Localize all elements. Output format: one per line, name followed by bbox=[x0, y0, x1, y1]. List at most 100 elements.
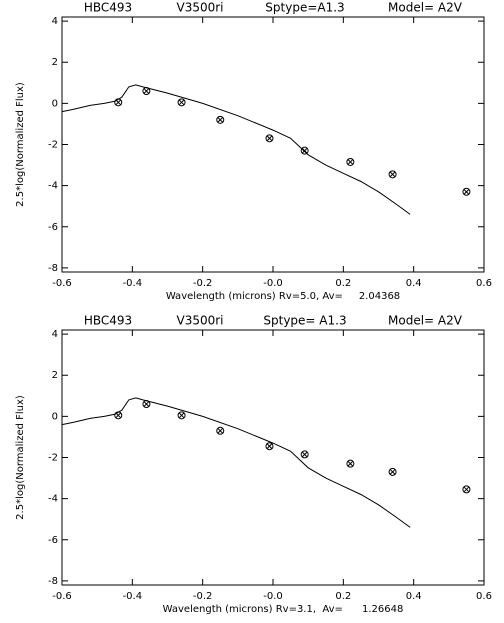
marker-part bbox=[177, 98, 186, 107]
marker-part bbox=[266, 135, 273, 142]
photometry-point bbox=[388, 170, 397, 179]
marker-part bbox=[346, 157, 355, 166]
x-tick-label: 0.2 bbox=[335, 591, 351, 602]
marker-part bbox=[216, 115, 225, 124]
photometry-point bbox=[216, 426, 225, 435]
x-tick-label: -0.4 bbox=[123, 278, 143, 289]
x-tick-label: 0.6 bbox=[476, 591, 492, 602]
photometry-point bbox=[142, 87, 151, 96]
photometry-point bbox=[300, 450, 309, 459]
y-tick-label: -8 bbox=[48, 263, 58, 274]
y-tick-label: 0 bbox=[52, 98, 58, 109]
y-tick-label: -6 bbox=[48, 535, 58, 546]
x-tick-label: -0.0 bbox=[263, 591, 283, 602]
marker-part bbox=[115, 99, 122, 106]
marker-part bbox=[114, 411, 123, 420]
marker-part bbox=[217, 427, 224, 434]
marker-part bbox=[389, 469, 396, 475]
marker-part bbox=[143, 88, 150, 94]
marker-part bbox=[346, 459, 355, 468]
plot-frame bbox=[61, 329, 485, 586]
x-tick-label: -0.0 bbox=[263, 278, 283, 289]
x-axis-label: Wavelength (microns) Rv=5.0, Av= 2.04368 bbox=[166, 291, 400, 302]
marker-part bbox=[388, 467, 397, 476]
photometry-point bbox=[216, 115, 225, 124]
title-part: Sptype=A1.3 bbox=[265, 1, 344, 15]
y-tick-label: 2 bbox=[52, 57, 58, 68]
marker-part bbox=[462, 485, 471, 494]
x-tick-label: -0.4 bbox=[123, 591, 143, 602]
y-tick-label: -6 bbox=[48, 222, 58, 233]
marker-part bbox=[389, 171, 396, 178]
x-tick-label: -0.6 bbox=[52, 278, 72, 289]
marker-part bbox=[300, 450, 309, 459]
photometry-point bbox=[265, 134, 274, 143]
marker-part bbox=[462, 187, 471, 196]
y-tick-label: 0 bbox=[52, 411, 58, 422]
x-tick-label: -0.2 bbox=[193, 591, 213, 602]
title-part: Model= A2V bbox=[388, 1, 463, 15]
title-part: Model= A2V bbox=[388, 314, 463, 328]
title-part: Sptype= A1.3 bbox=[263, 314, 346, 328]
y-tick-label: -8 bbox=[48, 576, 58, 587]
photometry-point bbox=[114, 411, 123, 420]
photometry-point bbox=[462, 485, 471, 494]
photometry-point bbox=[388, 467, 397, 476]
marker-part bbox=[463, 486, 470, 493]
marker-part bbox=[143, 401, 150, 407]
y-tick-label: 2 bbox=[52, 370, 58, 381]
y-axis-label: 2.5*log(Normalized Flux) bbox=[15, 395, 26, 520]
marker-part bbox=[265, 442, 274, 451]
photometry-point bbox=[177, 411, 186, 420]
marker-part bbox=[177, 411, 186, 420]
x-tick-label: -0.6 bbox=[52, 591, 72, 602]
x-tick-label: 0.4 bbox=[406, 278, 422, 289]
marker-part bbox=[388, 170, 397, 179]
marker-part bbox=[300, 146, 309, 155]
photometry-point bbox=[142, 400, 151, 409]
title-part: HBC493 bbox=[84, 314, 132, 328]
photometry-point bbox=[462, 187, 471, 196]
title-part: HBC493 bbox=[84, 1, 132, 15]
y-tick-label: -4 bbox=[48, 494, 58, 505]
title-part: V3500ri bbox=[176, 1, 223, 15]
photometry-point bbox=[265, 442, 274, 451]
marker-part bbox=[347, 460, 354, 467]
x-tick-label: -0.2 bbox=[193, 278, 213, 289]
spectrum-line bbox=[61, 84, 411, 215]
marker-part bbox=[115, 412, 122, 419]
marker-part bbox=[114, 98, 123, 107]
y-tick-label: 4 bbox=[52, 16, 58, 27]
y-tick-label: -2 bbox=[48, 453, 58, 464]
photometry-point bbox=[346, 157, 355, 166]
y-axis-label: 2.5*log(Normalized Flux) bbox=[15, 82, 26, 207]
x-tick-label: 0.4 bbox=[406, 591, 422, 602]
spectrum-line bbox=[61, 397, 411, 528]
marker-part bbox=[178, 99, 185, 106]
y-tick-label: -2 bbox=[48, 140, 58, 151]
marker-part bbox=[178, 412, 185, 419]
marker-part bbox=[265, 134, 274, 143]
photometry-point bbox=[114, 98, 123, 107]
x-axis-label: Wavelength (microns) Rv=3.1, Av= 1.26648 bbox=[163, 604, 404, 615]
marker-part bbox=[142, 87, 151, 96]
x-tick-label: 0.2 bbox=[335, 278, 351, 289]
marker-part bbox=[142, 400, 151, 409]
title-part: V3500ri bbox=[176, 314, 223, 328]
marker-part bbox=[347, 159, 354, 165]
marker-part bbox=[301, 147, 308, 154]
photometry-point bbox=[300, 146, 309, 155]
marker-part bbox=[266, 443, 273, 449]
x-tick-label: 0.6 bbox=[476, 278, 492, 289]
y-tick-label: 4 bbox=[52, 329, 58, 340]
marker-part bbox=[301, 451, 308, 458]
marker-part bbox=[216, 426, 225, 435]
marker-part bbox=[217, 117, 224, 123]
plot-frame bbox=[61, 16, 485, 273]
marker-part bbox=[463, 188, 470, 195]
photometry-point bbox=[177, 98, 186, 107]
photometry-point bbox=[346, 459, 355, 468]
y-tick-label: -4 bbox=[48, 181, 58, 192]
